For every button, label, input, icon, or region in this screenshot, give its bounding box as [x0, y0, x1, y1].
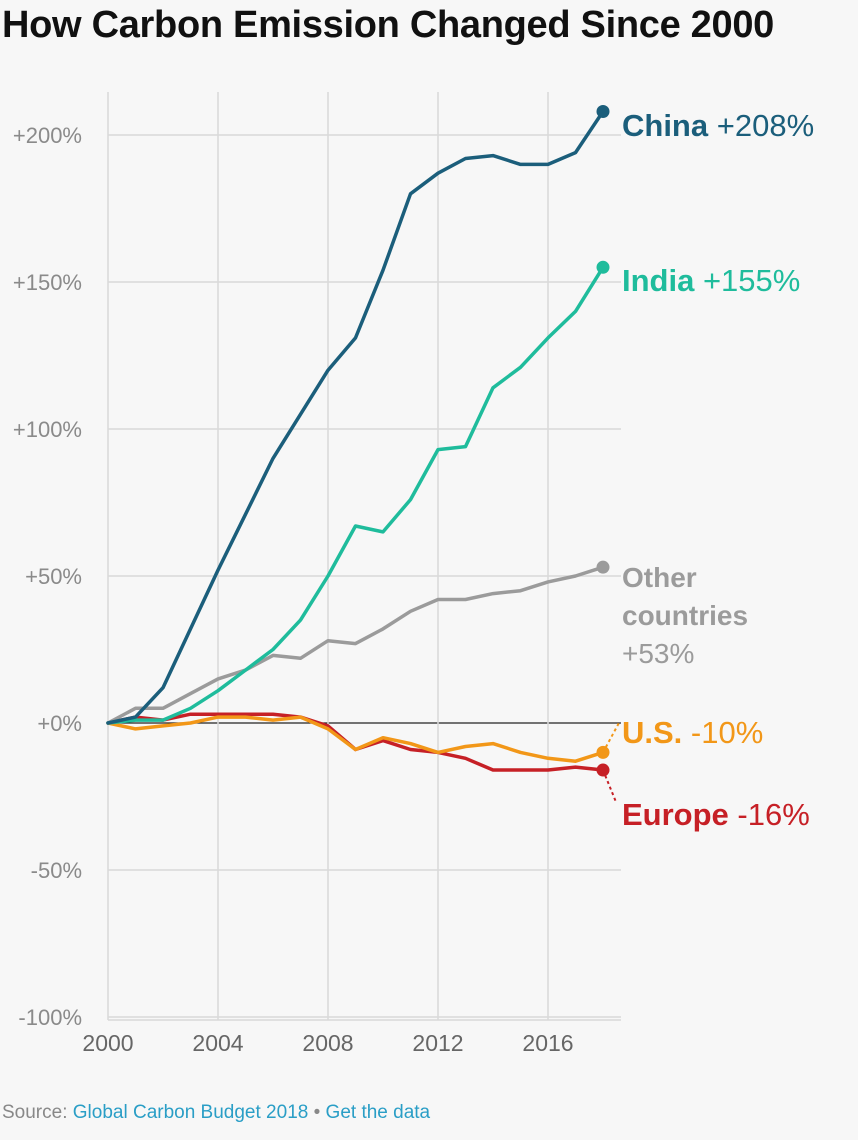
- end-point-china: [596, 104, 610, 118]
- x-tick-label: 2008: [302, 1030, 353, 1056]
- series-name: China: [622, 108, 709, 143]
- x-tick-label: 2012: [412, 1030, 463, 1056]
- series-label-europe: Europe -16%: [622, 797, 810, 832]
- y-tick-label: +50%: [25, 564, 82, 589]
- series-labels: China +208% India +155% Other countries +53%…: [602, 108, 814, 832]
- y-axis: +200% +150% +100% +50% +0% -50% -100%: [13, 123, 82, 1030]
- x-tick-label: 2016: [522, 1030, 573, 1056]
- end-point-other-countries: [596, 560, 610, 574]
- series-name: India: [622, 263, 695, 298]
- source-link[interactable]: Global Carbon Budget 2018: [72, 1102, 309, 1123]
- chart-title: How Carbon Emission Changed Since 2000: [2, 4, 775, 46]
- y-tick-label: +150%: [13, 270, 82, 295]
- x-tick-label: 2000: [82, 1030, 133, 1056]
- series-label-other-line2: countries: [622, 600, 748, 631]
- series-value: +208%: [708, 108, 814, 143]
- x-tick-label: 2004: [192, 1030, 243, 1056]
- y-tick-label: +100%: [13, 417, 82, 442]
- series-value: -16%: [729, 797, 810, 832]
- series-label-other-line1: Other: [622, 562, 697, 593]
- get-data-link[interactable]: Get the data: [325, 1102, 431, 1123]
- series-line-china: [106, 109, 605, 725]
- series-name: U.S.: [622, 715, 682, 750]
- series-lines: [106, 104, 610, 777]
- series-label-china: China +208%: [622, 108, 814, 143]
- series-label-us: U.S. -10%: [622, 715, 763, 750]
- series-label-other-value: +53%: [622, 638, 694, 669]
- y-tick-label: -100%: [18, 1005, 82, 1030]
- series-name: Europe: [622, 797, 729, 832]
- series-value: +155%: [694, 263, 800, 298]
- x-axis: 2000 2004 2008 2012 2016: [82, 1030, 573, 1056]
- series-value: -10%: [682, 715, 763, 750]
- end-point-india: [596, 260, 610, 274]
- grid: [107, 92, 621, 1021]
- series-line-india: [106, 265, 605, 725]
- y-tick-label: +200%: [13, 123, 82, 148]
- series-line-u-s: [106, 715, 605, 763]
- footer-separator: •: [308, 1102, 326, 1123]
- y-tick-label: +0%: [37, 711, 82, 736]
- series-line-other-countries: [106, 565, 605, 725]
- y-tick-label: -50%: [31, 858, 82, 883]
- series-label-india: India +155%: [622, 263, 800, 298]
- source-label: Source:: [2, 1102, 73, 1123]
- source-footer: Source: Global Carbon Budget 2018 • Get …: [2, 1102, 430, 1124]
